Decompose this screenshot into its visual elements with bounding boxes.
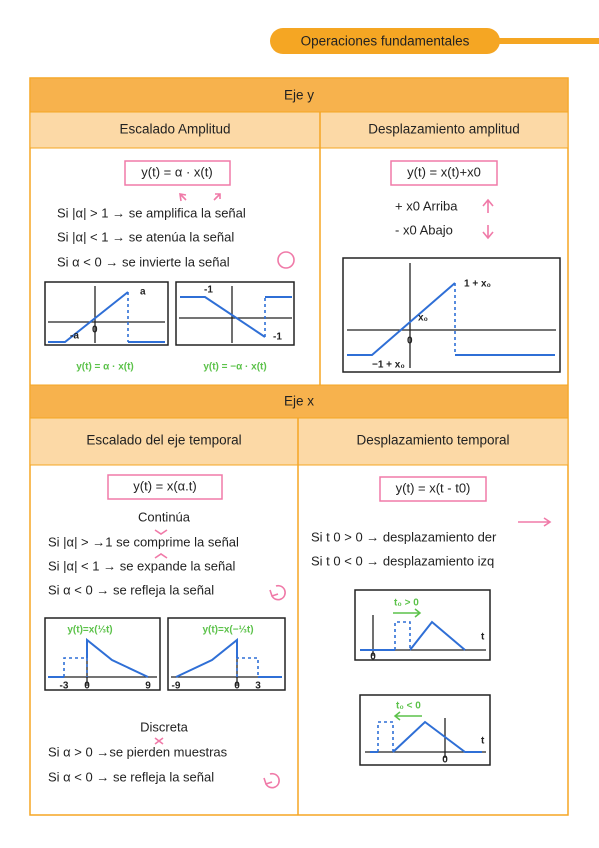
rule: Si α > 0 →se pierden muestras: [48, 744, 228, 759]
cross-icon: [154, 737, 164, 745]
plot-label: -1: [204, 285, 213, 296]
section-title: Eje x: [284, 394, 314, 409]
plot: [44, 281, 169, 346]
plot: [342, 257, 561, 373]
rule: Si |α| > →1 se comprime la señal: [48, 534, 239, 549]
plot-label: 0: [370, 652, 376, 663]
rotate-icon: [263, 772, 280, 789]
rule: Si t 0 > 0 → desplazamiento der: [311, 529, 497, 544]
arrow-left: [393, 711, 422, 721]
arrow-right: [518, 517, 552, 527]
tab-title: Operaciones fundamentales: [301, 34, 470, 49]
formula: y(t) = x(t)+x0: [407, 164, 481, 179]
section-title: Eje y: [284, 88, 314, 103]
plot-label: -1: [273, 332, 282, 343]
subtitle: Discreta: [140, 719, 188, 734]
rule: Si t 0 < 0 → desplazamiento izq: [311, 553, 494, 568]
signal: [377, 721, 394, 752]
formula: y(t) = x(t - t0): [396, 480, 471, 495]
signal: [409, 620, 466, 651]
plot-label: t: [481, 736, 485, 747]
rule: - x0 Abajo: [395, 222, 453, 237]
signal: [63, 657, 88, 677]
formula: y(t) = x(α.t): [133, 478, 196, 493]
rule: Si α < 0 → se refleja la señal: [48, 769, 214, 784]
arrow-right: [393, 608, 422, 618]
plot-label: 9: [145, 681, 151, 692]
signal: [370, 720, 482, 753]
rule: Si |α| < 1 → se atenúa la señal: [57, 229, 234, 244]
plot-label: 0: [407, 336, 413, 347]
plot-label: t: [481, 632, 485, 643]
rotate-icon: [277, 251, 295, 269]
column-header: [29, 111, 569, 149]
signal: [48, 291, 129, 343]
plot: [175, 281, 295, 346]
plot-label: 1 + x₀: [464, 279, 491, 290]
arrow-icon: [179, 193, 187, 202]
plot-caption: y(t)=x(⅓t): [67, 625, 112, 636]
arrow-icon: [213, 193, 221, 201]
plot-label: 3: [255, 681, 261, 692]
plot-label: -9: [172, 681, 181, 692]
plot-caption: y(t) = −α · x(t): [203, 362, 266, 373]
arrow-down: [482, 225, 494, 240]
plot-label: -3: [60, 681, 69, 692]
column-heading: Escalado Amplitud: [119, 122, 230, 137]
plot: [359, 694, 491, 766]
plot-label: −1 + x₀: [372, 360, 405, 371]
column-heading: Desplazamiento amplitud: [368, 122, 520, 137]
signal: [175, 637, 238, 678]
rule: Si |α| > 1 → se amplifica la señal: [57, 205, 246, 220]
formula-box: [390, 160, 498, 186]
plot-caption: y(t) = α · x(t): [76, 362, 134, 373]
formula-box: [379, 476, 487, 502]
section-header: [29, 384, 569, 419]
plot-label: -a: [70, 331, 79, 342]
arrow-up: [482, 198, 494, 213]
rule: Si |α| < 1 → se expande la señal: [48, 558, 235, 573]
rule: Si α < 0 → se refleja la señal: [48, 582, 214, 597]
plot-label: t₀ < 0: [396, 701, 421, 712]
plot-label: a: [140, 287, 146, 298]
signal: [180, 296, 266, 338]
plot-label: 0: [442, 755, 448, 766]
plot-label: 0: [92, 325, 98, 336]
rotate-icon: [269, 584, 286, 601]
plot-label: x₀: [418, 313, 428, 324]
plot: [354, 589, 491, 661]
plot-label: 0: [234, 681, 240, 692]
plot: [44, 617, 161, 691]
formula: y(t) = α · x(t): [141, 164, 212, 179]
signal: [394, 621, 411, 650]
tab-pill: [270, 28, 500, 54]
mark-icon: [154, 529, 168, 559]
plot-label: 0: [84, 681, 90, 692]
column-heading: Desplazamiento temporal: [356, 433, 509, 448]
rule: Si α < 0 → se invierte la señal: [57, 254, 230, 269]
signal: [86, 637, 149, 678]
signal: [236, 657, 259, 677]
formula-box: [124, 160, 231, 186]
column-heading: Escalado del eje temporal: [86, 433, 241, 448]
plot-caption: y(t)=x(−⅓t): [202, 625, 253, 636]
subtitle: Continúa: [138, 509, 191, 524]
signal: [347, 282, 456, 356]
rule: + x0 Arriba: [395, 198, 458, 213]
column-header: [29, 417, 569, 466]
formula-box: [107, 474, 223, 500]
plot-label: t₀ > 0: [394, 598, 419, 609]
